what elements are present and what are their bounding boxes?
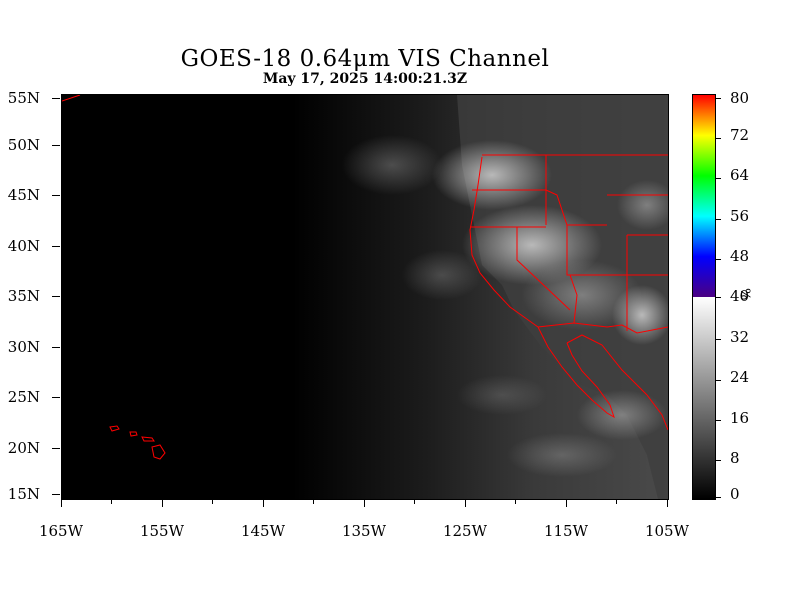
cbar-tick xyxy=(715,339,721,340)
cloud-cluster xyxy=(342,135,442,195)
lon-tick xyxy=(364,498,365,507)
cbar-label-48: 48 xyxy=(730,247,750,265)
lon-label-105w: 105W xyxy=(644,522,690,540)
border-us-mexico xyxy=(537,322,668,334)
cloud-cluster xyxy=(577,390,667,440)
cbar-label-40: 40 xyxy=(730,287,750,305)
cbar-tick xyxy=(715,460,721,461)
cbar-tick xyxy=(715,380,721,381)
political-borders xyxy=(62,95,668,460)
lat-tick xyxy=(52,296,60,297)
lon-tick xyxy=(313,498,314,504)
cloud-cluster xyxy=(522,260,642,330)
border-arizona xyxy=(569,274,628,331)
lon-tick xyxy=(465,498,466,507)
lon-label-155w: 155W xyxy=(139,522,185,540)
cloud-cluster xyxy=(457,375,547,415)
hawaii-oahu xyxy=(129,431,138,437)
cbar-label-56: 56 xyxy=(730,207,750,225)
lon-tick xyxy=(566,498,567,507)
lon-label-165w: 165W xyxy=(38,522,84,540)
cbar-label-0: 0 xyxy=(730,485,740,503)
mexico-coast xyxy=(566,334,668,431)
lat-label-40n: 40N xyxy=(7,237,40,255)
cbar-label-32: 32 xyxy=(730,328,750,346)
lon-tick xyxy=(61,498,62,507)
lon-label-145w: 145W xyxy=(240,522,286,540)
cbar-tick xyxy=(715,259,721,260)
hawaii-kauai xyxy=(109,425,120,432)
lat-tick xyxy=(52,494,60,495)
cbar-tick xyxy=(715,219,721,220)
lon-tick xyxy=(515,498,516,504)
cbar-label-8: 8 xyxy=(730,449,740,467)
cloud-cluster xyxy=(432,140,552,210)
cloud-cluster xyxy=(507,433,617,477)
cbar-tick xyxy=(715,98,721,99)
cbar-label-64: 64 xyxy=(730,166,750,184)
lat-label-20n: 20N xyxy=(7,439,40,457)
cbar-tick xyxy=(715,497,721,498)
us-west-coast xyxy=(469,156,539,328)
cbar-label-24: 24 xyxy=(730,368,750,386)
lat-tick xyxy=(52,347,60,348)
hawaii-molokai xyxy=(141,436,155,442)
timestamp: May 17, 2025 14:00:21.3Z xyxy=(262,71,468,87)
lon-tick xyxy=(667,498,668,507)
lat-tick xyxy=(52,397,60,398)
satellite-image-panel xyxy=(61,94,669,500)
lat-label-55n: 55N xyxy=(7,89,40,107)
border-utah xyxy=(566,225,628,276)
cloud-cluster xyxy=(402,250,482,300)
lon-label-125w: 125W xyxy=(442,522,488,540)
lon-tick xyxy=(616,498,617,504)
cbar-tick xyxy=(715,297,721,298)
cbar-label-72: 72 xyxy=(730,126,750,144)
lat-tick xyxy=(52,448,60,449)
hawaii-big-island xyxy=(151,444,166,460)
border-colorado xyxy=(627,234,668,276)
lon-tick xyxy=(263,498,264,507)
lon-tick xyxy=(212,498,213,504)
lat-label-15n: 15N xyxy=(7,485,40,503)
lon-label-135w: 135W xyxy=(341,522,387,540)
chart-title: GOES-18 0.64μm VIS Channel xyxy=(180,46,550,72)
lat-tick xyxy=(52,246,60,247)
alaska-fragment xyxy=(62,95,81,102)
lat-label-35n: 35N xyxy=(7,287,40,305)
lat-label-45n: 45N xyxy=(7,186,40,204)
cloud-cluster xyxy=(617,180,668,230)
cbar-label-16: 16 xyxy=(730,409,750,427)
lon-tick xyxy=(414,498,415,504)
cbar-label-80: 80 xyxy=(730,89,750,107)
lat-tick xyxy=(52,145,60,146)
lon-label-115w: 115W xyxy=(543,522,589,540)
border-nevada xyxy=(516,227,571,311)
cbar-tick xyxy=(715,420,721,421)
lat-tick xyxy=(52,98,60,99)
lat-label-30n: 30N xyxy=(7,338,40,356)
baja-california xyxy=(537,326,615,419)
colorbar xyxy=(692,94,716,500)
border-idaho xyxy=(545,155,607,226)
cbar-tick xyxy=(715,178,721,179)
lat-tick xyxy=(52,195,60,196)
lat-label-25n: 25N xyxy=(7,388,40,406)
cbar-tick xyxy=(715,138,721,139)
lon-tick xyxy=(162,498,163,507)
satellite-map xyxy=(62,95,668,499)
lon-tick xyxy=(111,498,112,504)
lat-label-50n: 50N xyxy=(7,136,40,154)
colorbar-unit: % xyxy=(737,288,752,301)
